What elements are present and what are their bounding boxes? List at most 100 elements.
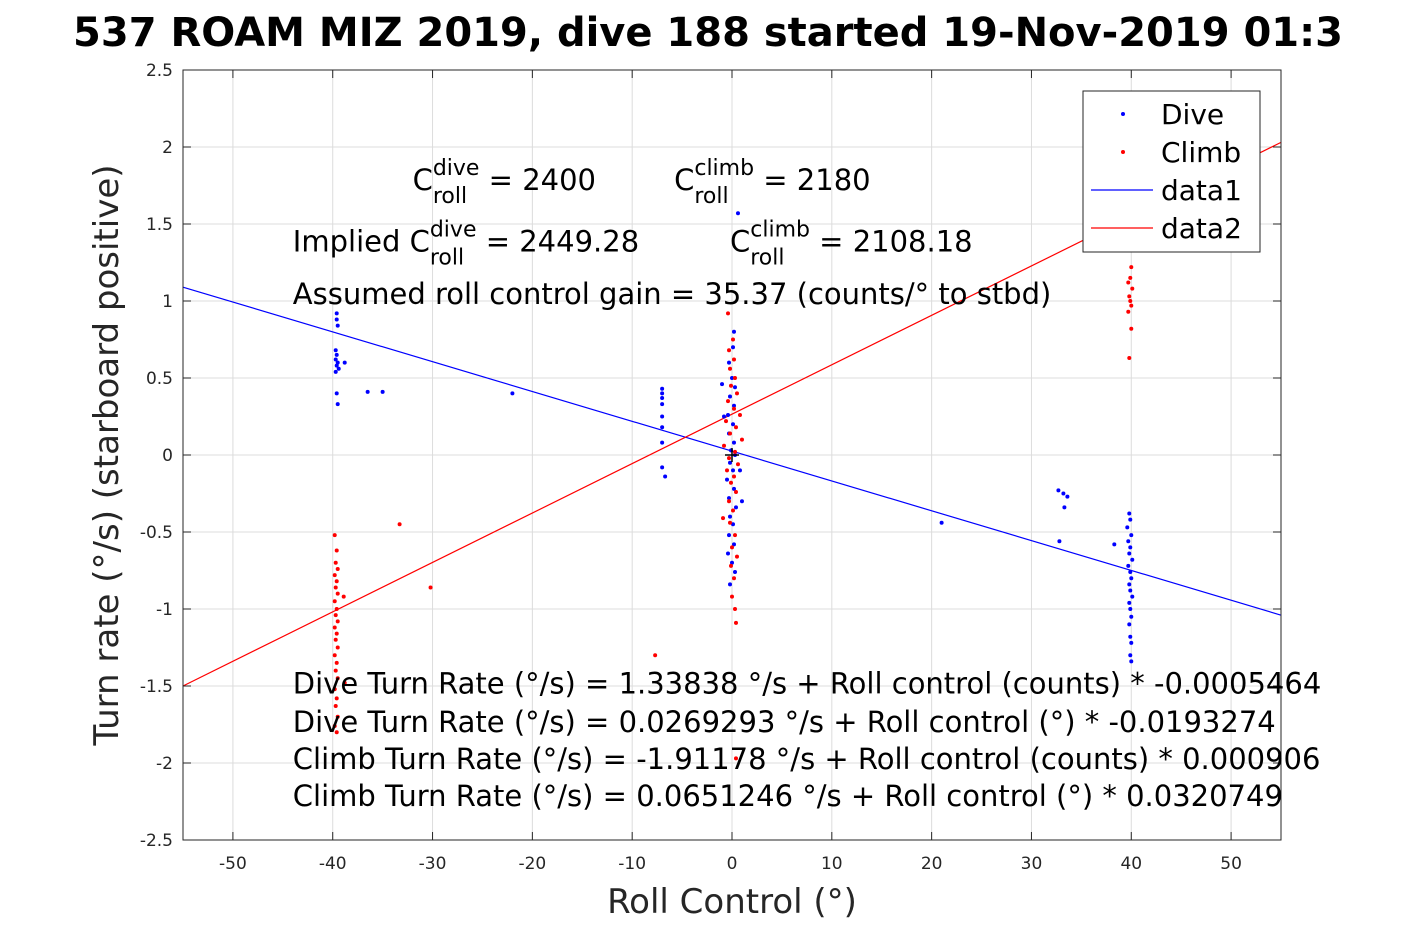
x-tick-label: 50	[1220, 854, 1242, 874]
dive-point	[730, 345, 735, 350]
climb-point	[730, 545, 734, 550]
climb-point	[731, 357, 736, 362]
climb-point	[1128, 299, 1133, 303]
dive-point	[510, 391, 515, 396]
climb-point	[332, 599, 337, 604]
annotation-part: dive	[430, 218, 477, 243]
dive-point	[727, 533, 732, 538]
center-marker	[725, 448, 739, 462]
climb-point	[739, 437, 744, 442]
x-tick-label: 20	[921, 854, 943, 874]
climb-point	[725, 468, 730, 473]
annotation: Assumed roll control gain = 35.37 (count…	[293, 277, 1052, 311]
climb-point	[726, 399, 731, 404]
dive-point	[1127, 551, 1132, 556]
annotation: Implied Cdive roll = 2449.28	[293, 218, 639, 271]
dive-point	[728, 514, 733, 519]
dive-point	[1129, 640, 1134, 645]
annotation: Dive Turn Rate (°/s) = 0.0269293 °/s + R…	[293, 705, 1276, 739]
climb-point	[397, 522, 402, 527]
dive-point	[333, 369, 338, 374]
y-tick-label: -1	[156, 600, 173, 620]
legend-box	[1082, 90, 1261, 253]
dive-point	[726, 551, 731, 556]
climb-point	[1129, 265, 1134, 270]
dive-point	[730, 376, 734, 380]
dive-point	[365, 389, 370, 394]
climb-point	[334, 696, 339, 701]
dive-point	[1127, 582, 1132, 587]
y-axis-label: Turn rate (°/s) (starboard positive)	[87, 164, 127, 746]
dive-point	[1056, 488, 1061, 493]
climb-point	[334, 548, 339, 553]
climb-point	[727, 499, 732, 504]
dive-point	[1127, 511, 1132, 516]
dive-point	[737, 468, 742, 473]
dive-point	[660, 440, 665, 445]
annotation: Dive Turn Rate (°/s) = 1.33838 °/s + Rol…	[293, 667, 1321, 701]
annotation-part: roll	[750, 246, 784, 271]
climb-point	[334, 730, 339, 735]
legend-label: Climb	[1161, 136, 1241, 169]
dive-point	[342, 360, 347, 365]
climb-point	[1129, 303, 1134, 308]
y-tick-label: 1.5	[146, 215, 173, 235]
dive-point	[1129, 576, 1134, 581]
climb-point	[335, 676, 340, 681]
climb-point	[734, 554, 739, 559]
y-tick-label: -2.5	[140, 831, 173, 851]
climb-point	[730, 508, 735, 513]
dive-point	[1062, 505, 1067, 510]
dive-point	[1065, 494, 1070, 499]
dive-point	[1130, 594, 1135, 599]
annotation-part: = 2180	[754, 163, 871, 197]
dive-point	[1128, 545, 1133, 550]
climb-point	[735, 462, 740, 467]
climb-point	[729, 383, 734, 388]
annotation: Cclimb roll = 2108.18	[730, 218, 973, 271]
annotation-part: = 2400	[479, 163, 596, 197]
dive-point	[660, 391, 665, 396]
x-tick-label: 30	[1021, 854, 1043, 874]
climb-point	[335, 714, 340, 719]
axis-ticks: -50 -40 -30 -20 -10 0 10 20 30 40 50-2.5-2-1.5-1-0…	[140, 61, 1281, 874]
climb-point	[1126, 309, 1131, 314]
climb-point	[730, 337, 735, 342]
annotation-part: C	[674, 163, 694, 197]
dive-point	[939, 520, 944, 525]
climb-point	[332, 724, 337, 729]
climb-point	[729, 480, 734, 485]
dive-point	[333, 348, 338, 353]
climb-point	[728, 431, 733, 436]
climb-point	[727, 348, 732, 353]
y-tick-label: 0.5	[146, 369, 173, 389]
climb-point	[733, 425, 738, 430]
climb-point	[334, 631, 339, 636]
dive-point	[663, 474, 668, 479]
climb-point	[730, 594, 734, 599]
climb-point	[1126, 280, 1131, 285]
climb-point	[333, 704, 338, 709]
climb-point	[1127, 355, 1132, 360]
climb-point	[733, 489, 738, 494]
dive-point	[727, 496, 732, 501]
annotation: Climb Turn Rate (°/s) = 0.0651246 °/s + …	[293, 779, 1283, 813]
dive-point	[722, 414, 727, 419]
dive-point	[660, 414, 665, 419]
climb-point	[332, 653, 337, 658]
dive-point	[732, 570, 737, 575]
annotation-part: = 2449.28	[476, 225, 639, 259]
climb-point	[1130, 286, 1135, 291]
dive-point	[1127, 622, 1132, 627]
dive-point	[660, 402, 665, 407]
annotation-part: roll	[430, 246, 464, 271]
climb-point	[342, 680, 347, 685]
dive-point	[335, 360, 340, 365]
dive-point	[380, 389, 385, 394]
annotation-part: Dive Turn Rate (°/s) = 1.33838 °/s + Rol…	[293, 667, 1321, 701]
dive-point	[731, 329, 736, 334]
dive-point	[1128, 517, 1133, 522]
dive-point	[730, 560, 734, 565]
climb-point	[731, 474, 736, 479]
dive-point	[660, 465, 665, 470]
